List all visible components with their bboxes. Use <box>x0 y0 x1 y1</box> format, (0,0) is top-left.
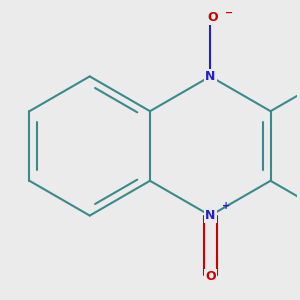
Text: +: + <box>222 201 230 211</box>
Text: O: O <box>205 270 216 283</box>
Text: N: N <box>205 209 215 222</box>
Text: N: N <box>205 70 215 83</box>
Text: O: O <box>208 11 218 24</box>
Text: −: − <box>225 8 233 18</box>
